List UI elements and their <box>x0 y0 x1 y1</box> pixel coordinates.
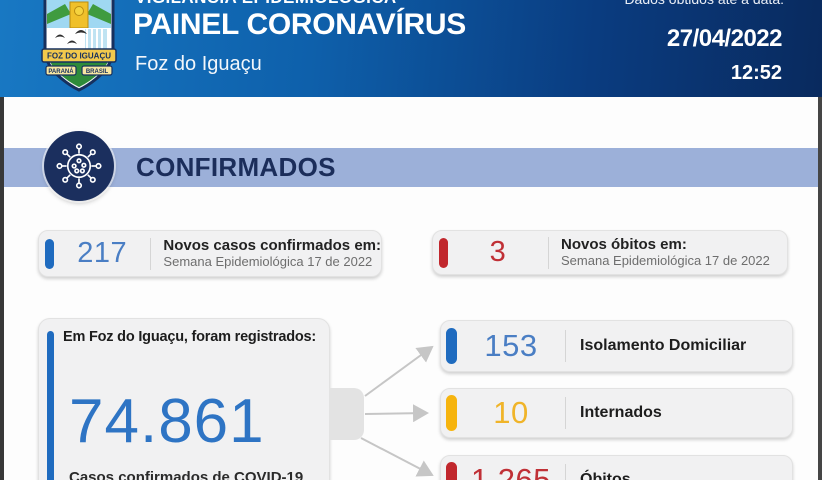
header-eyebrow: VIGILÂNCIA EPIDEMIOLÓGICA <box>135 0 397 8</box>
isolamento-value: 153 <box>484 328 538 363</box>
total-confirmed-card: Em Foz do Iguaçu, foram registrados: 74.… <box>38 318 330 480</box>
accent-bar <box>45 238 54 269</box>
accent-bar <box>446 328 457 364</box>
data-updated-label: Dados obtidos até a data: <box>624 0 784 7</box>
new-cases-value: 217 <box>77 237 128 269</box>
new-deaths-week-card: 3 Novos óbitos em: Semana Epidemiológica… <box>432 230 788 275</box>
new-cases-sublabel: Semana Epidemiológica 17 de 2022 <box>163 253 373 269</box>
divider <box>565 330 566 362</box>
obitos-label: Óbitos <box>580 471 631 480</box>
arrow-to-obitos <box>360 437 434 477</box>
left-edge-border <box>0 97 4 480</box>
divider <box>565 397 566 429</box>
section-band <box>4 148 818 187</box>
new-deaths-label: Novos óbitos em: <box>561 235 687 253</box>
section-icon-circle <box>44 131 114 201</box>
divider <box>150 237 152 270</box>
header: FOZ DO IGUAÇU PARANÁ BRASIL VIGILÂNCIA E… <box>0 0 822 97</box>
new-deaths-value: 3 <box>489 236 507 268</box>
arrow-to-isolamento <box>364 345 434 397</box>
total-card-caption: Casos confirmados de COVID-19 <box>69 469 304 480</box>
breakdown-arrows <box>360 345 434 477</box>
accent-bar <box>47 331 54 480</box>
isolamento-label: Isolamento Domiciliar <box>580 337 747 354</box>
city-coat-of-arms-logo: FOZ DO IGUAÇU PARANÁ BRASIL <box>37 0 121 103</box>
arrow-to-internados <box>364 404 429 423</box>
accent-bar <box>446 395 457 431</box>
divider <box>548 236 549 269</box>
header-subtitle: Foz do Iguaçu <box>135 53 262 75</box>
accent-bar <box>439 237 448 268</box>
total-card-title: Em Foz do Iguaçu, foram registrados: <box>63 329 317 345</box>
section-title-confirmados: CONFIRMADOS <box>136 152 336 182</box>
logo-city-banner: FOZ DO IGUAÇU <box>47 52 111 61</box>
foz-do-iguacu-crest-icon: FOZ DO IGUAÇU PARANÁ BRASIL <box>41 0 117 92</box>
divider <box>565 464 566 480</box>
new-cases-label: Novos casos confirmados em: <box>163 236 381 254</box>
internados-label: Internados <box>580 404 662 421</box>
virus-icon <box>56 143 102 189</box>
obitos-card: 1.265 Óbitos <box>440 455 793 480</box>
new-deaths-sublabel: Semana Epidemiológica 17 de 2022 <box>561 252 770 268</box>
total-confirmed-value: 74.861 <box>69 387 265 456</box>
new-cases-week-card: 217 Novos casos confirmados em: Semana E… <box>38 230 382 277</box>
page-title: PAINEL CORONAVÍRUS <box>133 8 466 41</box>
internados-card: 10 Internados <box>440 388 793 438</box>
logo-country-banner: BRASIL <box>86 69 109 75</box>
isolamento-domiciliar-card: 153 Isolamento Domiciliar <box>440 320 793 372</box>
logo-state-banner: PARANÁ <box>48 68 74 75</box>
right-edge-border <box>818 97 822 480</box>
data-updated-date: 27/04/2022 <box>666 25 783 52</box>
connector-tab <box>329 388 364 440</box>
internados-value: 10 <box>493 395 529 430</box>
data-updated-time: 12:52 <box>730 62 782 84</box>
obitos-value: 1.265 <box>470 462 552 480</box>
accent-bar <box>446 462 457 480</box>
